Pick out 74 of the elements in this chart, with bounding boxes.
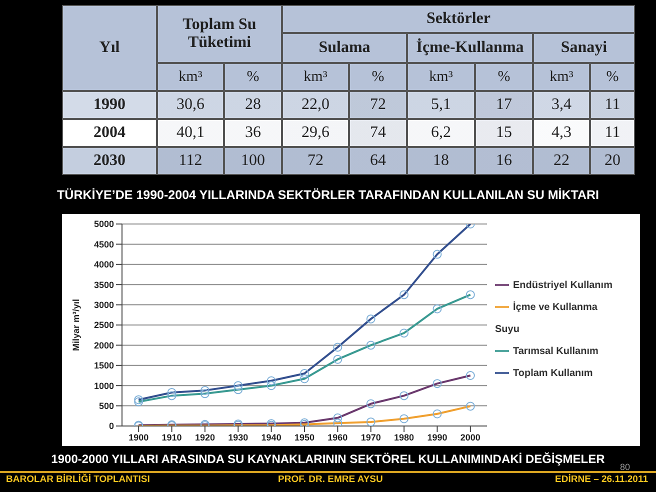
- text: EDİRNE – 26.11.2011: [555, 474, 648, 485]
- data-label: 112: [157, 147, 224, 175]
- data-label: 20: [590, 147, 635, 175]
- data-label: 18: [407, 147, 475, 175]
- y-tick-label: 4500: [94, 239, 114, 250]
- data-label: 72: [349, 91, 407, 119]
- x-tick-label: 1940: [261, 432, 282, 442]
- x-tick-label: 1980: [394, 432, 414, 442]
- x-tick-label: 1930: [228, 432, 248, 442]
- data-label: 100: [224, 147, 282, 175]
- text: Sulama: [282, 33, 407, 63]
- data-label: 11: [590, 91, 635, 119]
- data-label: 72: [282, 147, 349, 175]
- text: Sektörler: [282, 5, 635, 33]
- y-tick-label: 2000: [94, 340, 114, 350]
- data-label: 16: [475, 147, 533, 175]
- data-label: 5,1: [407, 91, 475, 119]
- data-label: 22: [533, 147, 590, 175]
- x-tick-label: 1990: [427, 432, 448, 442]
- data-label: 3,4: [533, 91, 590, 119]
- data-label: 40,1: [157, 119, 224, 147]
- data-label: 30,6: [157, 91, 224, 119]
- y-tick-label: 2004: [62, 119, 157, 147]
- x-tick-label: km³: [533, 63, 590, 91]
- data-label: 6,2: [407, 119, 475, 147]
- y-tick-label: 500: [98, 400, 114, 411]
- y-tick-label: 0: [108, 421, 114, 432]
- data-label: 17: [475, 91, 533, 119]
- y-tick-label: 1990: [62, 91, 157, 119]
- y-axis-title: Milyar m³/yıl: [71, 298, 82, 352]
- y-tick-label: 1000: [94, 380, 114, 391]
- x-tick-label: km³: [157, 63, 224, 91]
- legend-label: İçme ve Kullanma Suyu: [495, 302, 598, 335]
- y-tick-label: 2030: [62, 147, 157, 175]
- text: Yıl: [62, 5, 157, 91]
- x-tick-label: %: [224, 63, 282, 91]
- legend-label: Endüstriyel Kullanım: [513, 280, 612, 291]
- x-tick-label: km³: [407, 63, 475, 91]
- y-tick-label: 1500: [94, 360, 114, 371]
- text: BAROLAR BİRLİĞİ TOPLANTISI: [6, 474, 150, 485]
- data-label: 29,6: [282, 119, 349, 147]
- text: 1900-2000 YILLARI ARASINDA SU KAYNAKLARININ SEKTÖREL KULLANIMINDAKİ DEĞİŞMELER: [51, 452, 605, 466]
- data-label: 15: [475, 119, 533, 147]
- x-tick-label: 1950: [294, 432, 315, 442]
- x-tick-label: 1910: [162, 432, 182, 442]
- y-tick-label: 5000: [94, 219, 114, 230]
- y-tick-label: 2500: [94, 320, 114, 330]
- data-label: 74: [349, 119, 407, 147]
- x-tick-label: 1970: [360, 432, 381, 442]
- legend-label: Tarımsal Kullanım: [513, 346, 598, 357]
- x-tick-label: km³: [282, 63, 349, 91]
- x-tick-label: 1900: [128, 432, 149, 442]
- data-label: 4,3: [533, 119, 590, 147]
- x-tick-label: %: [590, 63, 635, 91]
- data-label: 28: [224, 91, 282, 119]
- data-label: 36: [224, 119, 282, 147]
- x-tick-label: %: [349, 63, 407, 91]
- data-label: 11: [590, 119, 635, 147]
- text: PROF. DR. EMRE AYSU: [278, 474, 383, 485]
- x-tick-label: 2000: [460, 432, 480, 442]
- data-label: 64: [349, 147, 407, 175]
- y-tick-label: 3000: [94, 300, 114, 310]
- text: İçme-Kullanma: [407, 33, 533, 63]
- text: Sanayi: [533, 33, 635, 63]
- text: TÜRKİYE’DE 1990-2004 YILLARINDA SEKTÖRLER TARAFINDAN KULLANILAN SU MİKTARI: [56, 188, 600, 202]
- x-tick-label: %: [475, 63, 533, 91]
- y-tick-label: 4000: [94, 260, 114, 270]
- y-tick-label: 3500: [94, 280, 114, 290]
- legend-label: Toplam Kullanım: [513, 368, 593, 379]
- x-tick-label: 1920: [194, 432, 215, 442]
- data-label: 22,0: [282, 91, 349, 119]
- text: 80: [620, 462, 630, 472]
- text: Toplam Su Tüketimi: [157, 5, 282, 63]
- x-tick-label: 1960: [328, 432, 348, 442]
